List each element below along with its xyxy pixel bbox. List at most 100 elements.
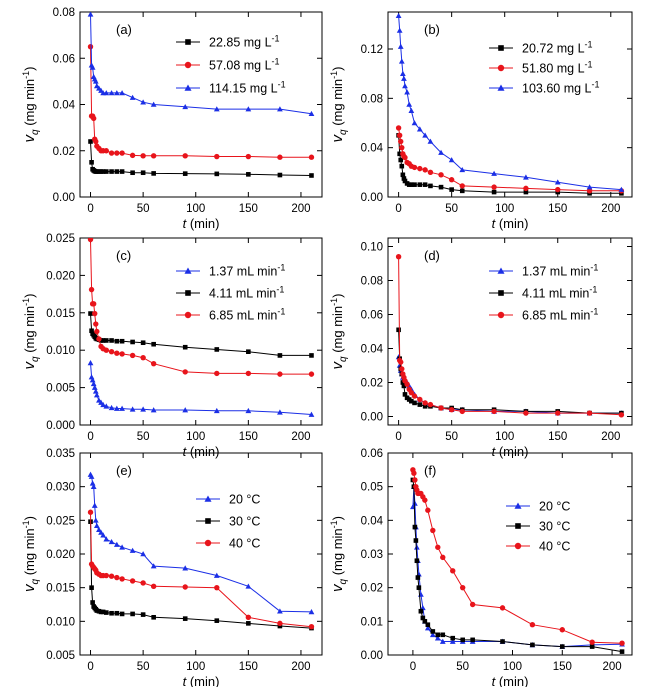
x-axis-label-unit: (min) bbox=[186, 674, 219, 687]
data-point bbox=[399, 144, 405, 151]
legend-sup: -1 bbox=[585, 40, 593, 50]
data-point bbox=[130, 339, 135, 345]
legend-text: 20 °C bbox=[539, 500, 570, 514]
x-tick-label: 50 bbox=[456, 661, 469, 673]
x-tick-label: 100 bbox=[503, 661, 522, 673]
legend-marker bbox=[497, 267, 505, 274]
data-point bbox=[214, 153, 220, 160]
data-point bbox=[114, 169, 120, 174]
legend-label: 40 °C bbox=[539, 540, 570, 554]
data-point bbox=[438, 149, 444, 155]
y-axis-label-sub: q bbox=[30, 578, 41, 584]
data-point bbox=[401, 75, 407, 81]
y-axis-label: vq (mg min-1) bbox=[329, 516, 349, 592]
data-point bbox=[309, 173, 314, 178]
panel-label: (d) bbox=[424, 248, 440, 263]
data-point bbox=[412, 500, 418, 506]
y-tick-label: 0.015 bbox=[46, 308, 75, 320]
panel-e: 0 50 100 150 200 0.005 0.010 0.015 0.020 0.025 0.0… bbox=[21, 448, 323, 689]
data-point bbox=[399, 163, 405, 169]
data-point bbox=[114, 610, 120, 616]
data-point bbox=[396, 327, 401, 333]
x-tick-label: 100 bbox=[495, 203, 514, 215]
plot-frame bbox=[387, 11, 633, 198]
data-point bbox=[398, 157, 404, 163]
data-point bbox=[434, 635, 441, 641]
legend-label: 20 °C bbox=[539, 500, 570, 514]
data-point bbox=[93, 321, 99, 327]
y-tick-label: 0.01 bbox=[361, 616, 383, 628]
data-point bbox=[422, 404, 428, 409]
data-point bbox=[308, 371, 315, 377]
data-point bbox=[150, 407, 157, 413]
data-point bbox=[308, 624, 315, 630]
data-point bbox=[430, 629, 436, 634]
x-axis-label-unit: (min) bbox=[495, 674, 528, 687]
x-axis-label-unit: (min) bbox=[495, 444, 528, 459]
y-tick-label: 0.020 bbox=[46, 549, 75, 561]
x-tick-label: 0 bbox=[410, 661, 416, 673]
x-axis-label-unit: (min) bbox=[186, 216, 219, 231]
y-tick-label: 0.035 bbox=[46, 448, 75, 460]
y-tick-label: 0.005 bbox=[46, 383, 75, 395]
x-axis-label: t (min) bbox=[492, 674, 529, 687]
legend-text: 40 °C bbox=[229, 537, 260, 551]
panel-b: 0 50 100 150 200 0.00 0.04 0.08 0.12 t (min) vq (m… bbox=[329, 11, 633, 231]
data-point bbox=[448, 407, 455, 413]
data-point bbox=[140, 354, 146, 361]
data-point bbox=[398, 359, 404, 365]
panel-label: (f) bbox=[424, 463, 436, 478]
data-point bbox=[459, 408, 465, 415]
data-point bbox=[88, 374, 95, 380]
x-tick-label: 0 bbox=[87, 203, 93, 215]
y-tick-label: 0.04 bbox=[53, 100, 76, 112]
y-axis-label-close: ) bbox=[330, 294, 345, 298]
legend-marker bbox=[497, 64, 505, 72]
data-point bbox=[89, 480, 96, 486]
y-axis-label: vq (mg min-1) bbox=[329, 67, 349, 143]
data-point bbox=[119, 351, 125, 357]
x-tick-label: 50 bbox=[445, 203, 458, 215]
y-tick-label: 0.03 bbox=[361, 549, 383, 561]
data-point bbox=[140, 340, 146, 346]
data-point bbox=[449, 187, 454, 192]
data-point bbox=[214, 347, 220, 352]
data-point bbox=[408, 107, 415, 113]
data-point bbox=[491, 189, 497, 195]
x-tick-label: 150 bbox=[239, 431, 258, 443]
panel-f: 0 50 100 150 200 0.00 0.01 0.02 0.03 0.04 0.05 0.06… bbox=[329, 448, 633, 689]
data-point bbox=[459, 166, 466, 173]
x-tick-label: 50 bbox=[137, 661, 150, 673]
data-point bbox=[182, 103, 189, 110]
y-tick-label: 0.08 bbox=[361, 93, 383, 105]
data-point bbox=[92, 310, 98, 317]
data-point bbox=[108, 539, 115, 545]
data-point bbox=[523, 185, 529, 192]
y-tick-label: 0.06 bbox=[361, 448, 383, 460]
data-point bbox=[402, 178, 408, 184]
data-point bbox=[417, 165, 423, 172]
data-point bbox=[129, 406, 136, 412]
x-axis-label: t (min) bbox=[492, 216, 529, 231]
data-point bbox=[415, 575, 421, 580]
y-axis-label-sup: -1 bbox=[21, 520, 31, 528]
legend-marker bbox=[498, 290, 504, 296]
legend-label: 114.15 mg L-1 bbox=[209, 80, 286, 96]
data-point bbox=[108, 404, 115, 411]
legend-marker bbox=[184, 61, 192, 69]
data-point bbox=[92, 388, 99, 394]
data-point bbox=[151, 614, 156, 620]
data-point bbox=[214, 584, 220, 591]
data-point bbox=[427, 169, 434, 176]
data-point bbox=[182, 616, 188, 621]
data-point bbox=[491, 170, 497, 176]
data-point bbox=[618, 412, 625, 418]
y-axis-label-sup: -1 bbox=[21, 71, 31, 79]
data-point bbox=[245, 370, 252, 377]
data-point bbox=[100, 401, 107, 408]
data-point bbox=[308, 609, 315, 615]
x-tick-label: 200 bbox=[291, 661, 310, 673]
data-point bbox=[114, 338, 120, 344]
data-point bbox=[277, 172, 283, 178]
x-axis-label: t (min) bbox=[183, 444, 220, 459]
